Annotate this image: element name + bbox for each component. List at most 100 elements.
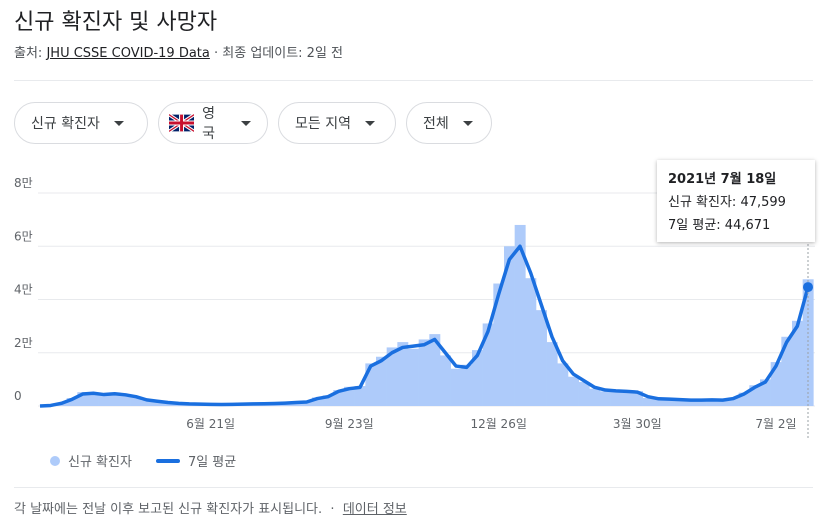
footer-note: 각 날짜에는 전날 이후 보고된 신규 확진자가 표시됩니다. (14, 502, 323, 517)
bar (514, 224, 526, 406)
filter-button[interactable]: 모든 지역 (278, 102, 396, 144)
bar (536, 310, 547, 406)
bar (66, 398, 78, 406)
hover-dot (803, 282, 813, 293)
bar (408, 348, 419, 406)
tooltip: 2021년 7월 18일 신규 확진자: 47,599 7일 평균: 44,67… (657, 160, 815, 242)
chart: 0 2만 4만 6만 8만 6월 21일 9월 23일 12월 26일 3월 30일 7월 2일 (14, 160, 815, 440)
filter-button[interactable]: 전체 (406, 102, 492, 144)
bar (610, 390, 622, 406)
bar (152, 400, 163, 406)
bar (130, 397, 142, 406)
bar (482, 323, 494, 406)
y-tick-label: 0 (14, 389, 22, 403)
line (39, 244, 810, 408)
bar (525, 278, 537, 406)
bar (717, 400, 729, 406)
x-tick-label: 12월 26일 (470, 417, 526, 431)
legend-item[interactable]: 7일 평균 (155, 451, 237, 470)
tooltip-line: 7일 평균: 44,671 (668, 218, 771, 233)
bar (802, 279, 814, 406)
bar (344, 386, 355, 406)
x-tick-label: 3월 30일 (613, 417, 662, 431)
x-tick-label: 9월 23일 (325, 417, 374, 431)
bar (557, 363, 569, 406)
divider (14, 80, 813, 81)
bar (760, 379, 771, 406)
bar (98, 395, 110, 406)
bar (621, 392, 633, 406)
filter-button[interactable]: 영국 (158, 102, 268, 144)
bar (706, 399, 718, 406)
filter-label: 신규 확진자 (31, 116, 100, 132)
bar (568, 376, 579, 406)
source-link[interactable]: JHU CSSE COVID-19 Data (46, 46, 210, 61)
bar (472, 350, 483, 406)
title: 신규 확진자 및 사망자 (14, 10, 218, 35)
bar (120, 394, 131, 406)
legend-label: 신규 확진자 (68, 455, 132, 470)
bar (440, 355, 451, 406)
bar (504, 246, 515, 406)
bar (109, 392, 121, 406)
bar (88, 392, 99, 406)
legend-symbol (50, 455, 60, 466)
footer-link[interactable]: 데이터 정보 (342, 502, 407, 517)
bar (664, 398, 675, 406)
y-tick-label: 4만 (14, 283, 33, 297)
bar (77, 392, 89, 406)
legend-label: 7일 평균 (187, 455, 237, 470)
subtitle: 출처: JHU CSSE COVID-19 Data · 최종 업데이트: 2일… (14, 42, 343, 61)
bar (653, 399, 665, 406)
bar (589, 388, 601, 406)
bar (312, 397, 323, 406)
flag-icon (169, 113, 195, 133)
updated: · 최종 업데이트: 2일 전 (214, 46, 344, 61)
bar (781, 336, 793, 406)
bar (696, 399, 707, 406)
y-tick-label: 2만 (14, 336, 33, 350)
filter-button[interactable]: 신규 확진자 (14, 102, 148, 144)
bar (632, 391, 643, 406)
bar (642, 398, 654, 406)
legend-symbol (155, 458, 180, 463)
legend-item[interactable]: 신규 확진자 (50, 451, 132, 470)
bar (365, 363, 377, 406)
bar (376, 356, 387, 406)
bar (354, 386, 366, 406)
bar (728, 397, 739, 406)
bar (600, 391, 611, 406)
bar (792, 320, 803, 406)
bar (493, 283, 505, 406)
bar (738, 392, 750, 406)
filter-label: 영국 (202, 106, 215, 142)
bar (162, 402, 174, 406)
bar (386, 347, 398, 406)
filter-label: 전체 (423, 116, 449, 132)
bar (429, 334, 441, 406)
bar (546, 342, 558, 406)
bar (770, 362, 782, 406)
x-tick-label: 6월 21일 (186, 417, 235, 431)
bar (685, 400, 697, 406)
footer: 각 날짜에는 전날 이후 보고된 신규 확진자가 표시됩니다. · 데이터 정보 (14, 502, 407, 517)
divider (14, 487, 813, 488)
bar (333, 390, 345, 406)
y-tick-label: 8만 (14, 176, 33, 190)
bar (461, 364, 473, 406)
bar (322, 395, 334, 406)
bar (674, 400, 686, 406)
bar (749, 385, 761, 406)
bar (141, 400, 153, 406)
bar (450, 368, 462, 406)
filter-label: 모든 지역 (295, 116, 351, 132)
x-tick-label: 7월 2일 (755, 417, 796, 431)
tooltip-date: 2021년 7월 18일 (668, 172, 777, 187)
source-label: 출처: (14, 46, 43, 61)
bar (397, 342, 409, 406)
tooltip-line: 신규 확진자: 47,599 (668, 195, 786, 210)
y-tick-label: 6만 (14, 229, 33, 243)
bar (418, 339, 430, 406)
legend: 신규 확진자 7일 평균 (50, 451, 236, 470)
